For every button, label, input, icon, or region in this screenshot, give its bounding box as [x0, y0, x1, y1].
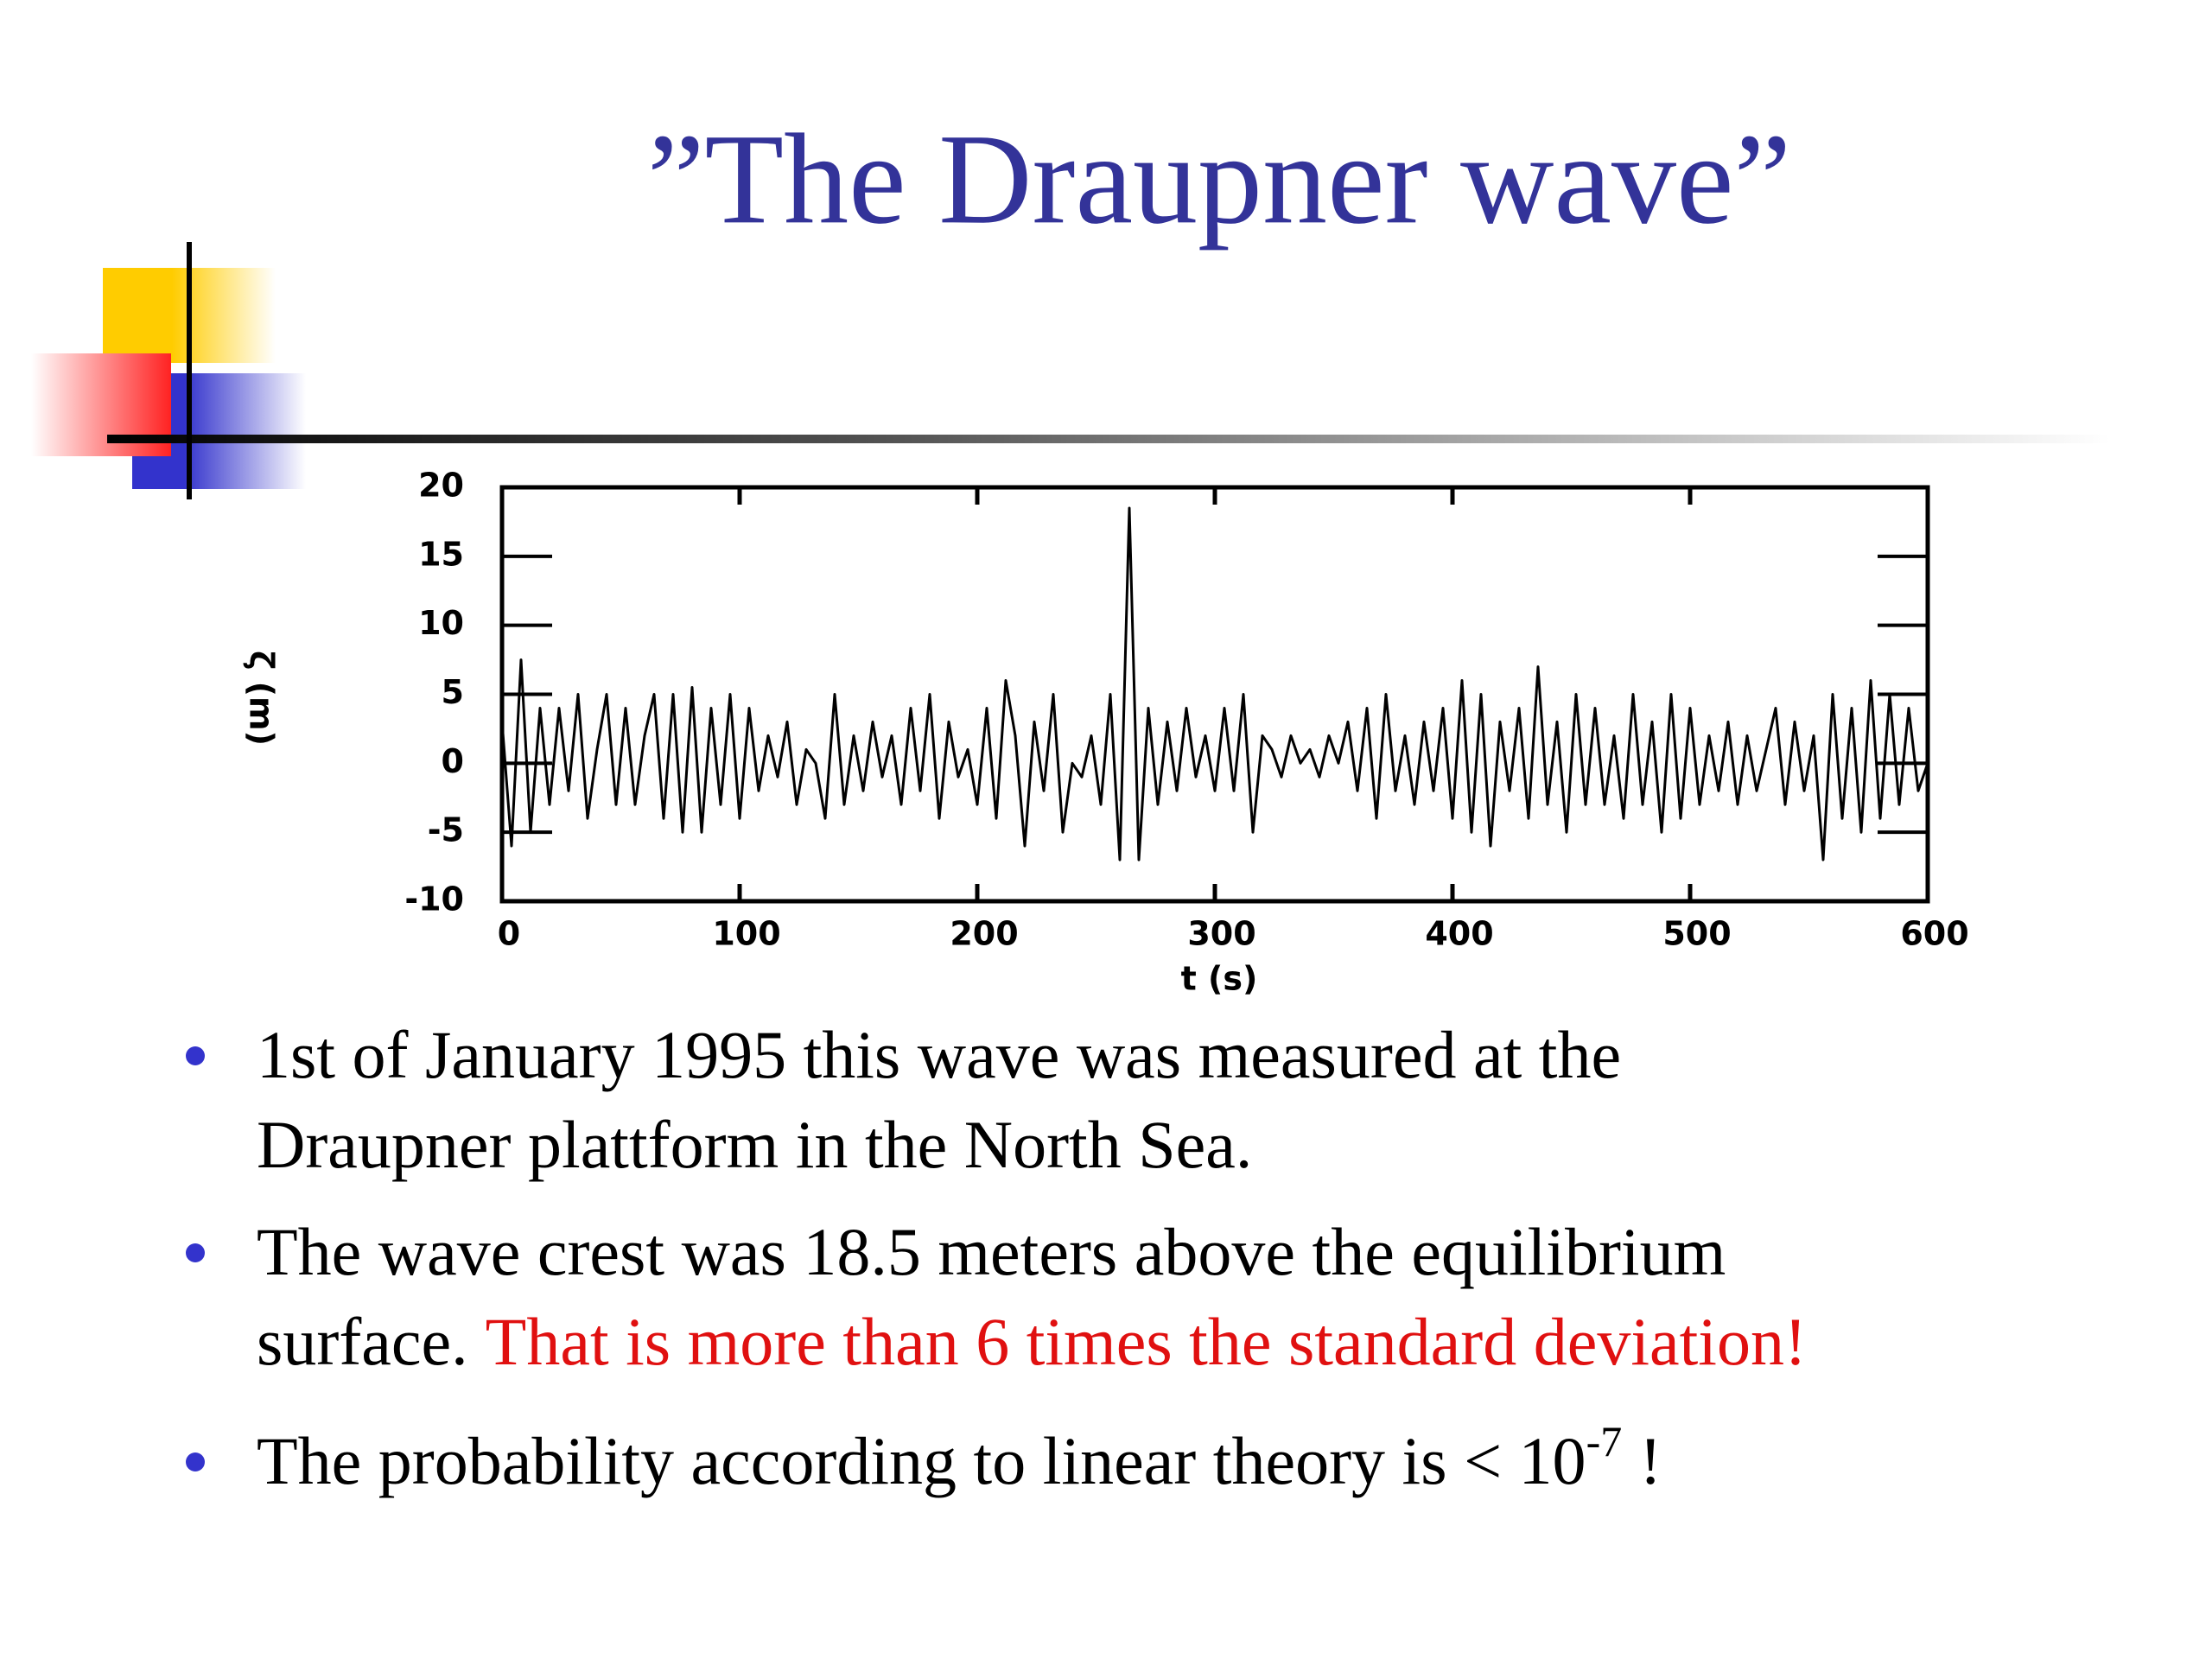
highlight: That is more than 6 times the standard d…	[486, 1304, 1807, 1379]
line: The probability according to linear theo…	[257, 1423, 1586, 1498]
slide-title: ”The Draupner wave”	[647, 107, 1791, 251]
y-tick-label: -5	[428, 811, 464, 849]
y-tick-label: 10	[418, 604, 464, 642]
x-axis-label: t (s)	[1181, 960, 1258, 998]
bullet-text: surface. That is more than 6 times the st…	[257, 1304, 1807, 1379]
x-tick-label: 100	[712, 915, 780, 953]
x-tick-label: 200	[950, 915, 1018, 953]
bullet-text: The probability according to linear theo…	[257, 1417, 1662, 1498]
bullet-dot	[186, 1243, 205, 1262]
decoration	[31, 242, 2110, 499]
bullet-text: Draupner plattform in the North Sea.	[257, 1107, 1252, 1182]
wave-line	[500, 506, 1929, 861]
chart: t (s) ζ (m) 0 100 200 300 400 500 600 -10 -5 0 5 10…	[243, 467, 1969, 998]
suffix: !	[1639, 1423, 1662, 1498]
y-tick-label: 5	[442, 673, 464, 711]
x-tick-label: 300	[1187, 915, 1255, 953]
superscript: -7	[1586, 1417, 1623, 1465]
bullet-dot	[186, 1452, 205, 1471]
x-tick-label: 600	[1900, 915, 1968, 953]
bullet-text: 1st of January 1995 this wave was measur…	[257, 1017, 1621, 1092]
bullets: 1st of January 1995 this wave was measur…	[186, 1017, 1807, 1498]
line: surface.	[257, 1304, 468, 1379]
line: 1st of January 1995 this wave was measur…	[257, 1017, 1621, 1092]
y-tick-label: 15	[418, 535, 464, 573]
bullet-dot	[186, 1046, 205, 1065]
y-tick-label: 0	[442, 742, 464, 780]
line: The wave crest was 18.5 meters above the…	[257, 1214, 1726, 1289]
plot-frame	[499, 485, 1930, 904]
x-tick-label: 400	[1425, 915, 1493, 953]
bullet-text: The wave crest was 18.5 meters above the…	[257, 1214, 1726, 1289]
line: Draupner plattform in the North Sea.	[257, 1107, 1252, 1182]
x-tick-label: 0	[498, 915, 520, 953]
y-tick-label: 20	[418, 467, 464, 505]
vertical-line	[187, 242, 192, 499]
x-tick-label: 500	[1662, 915, 1731, 953]
y-axis-label: ζ (m)	[243, 651, 281, 746]
y-tick-label: -10	[404, 880, 464, 918]
rule-line	[107, 435, 2110, 443]
